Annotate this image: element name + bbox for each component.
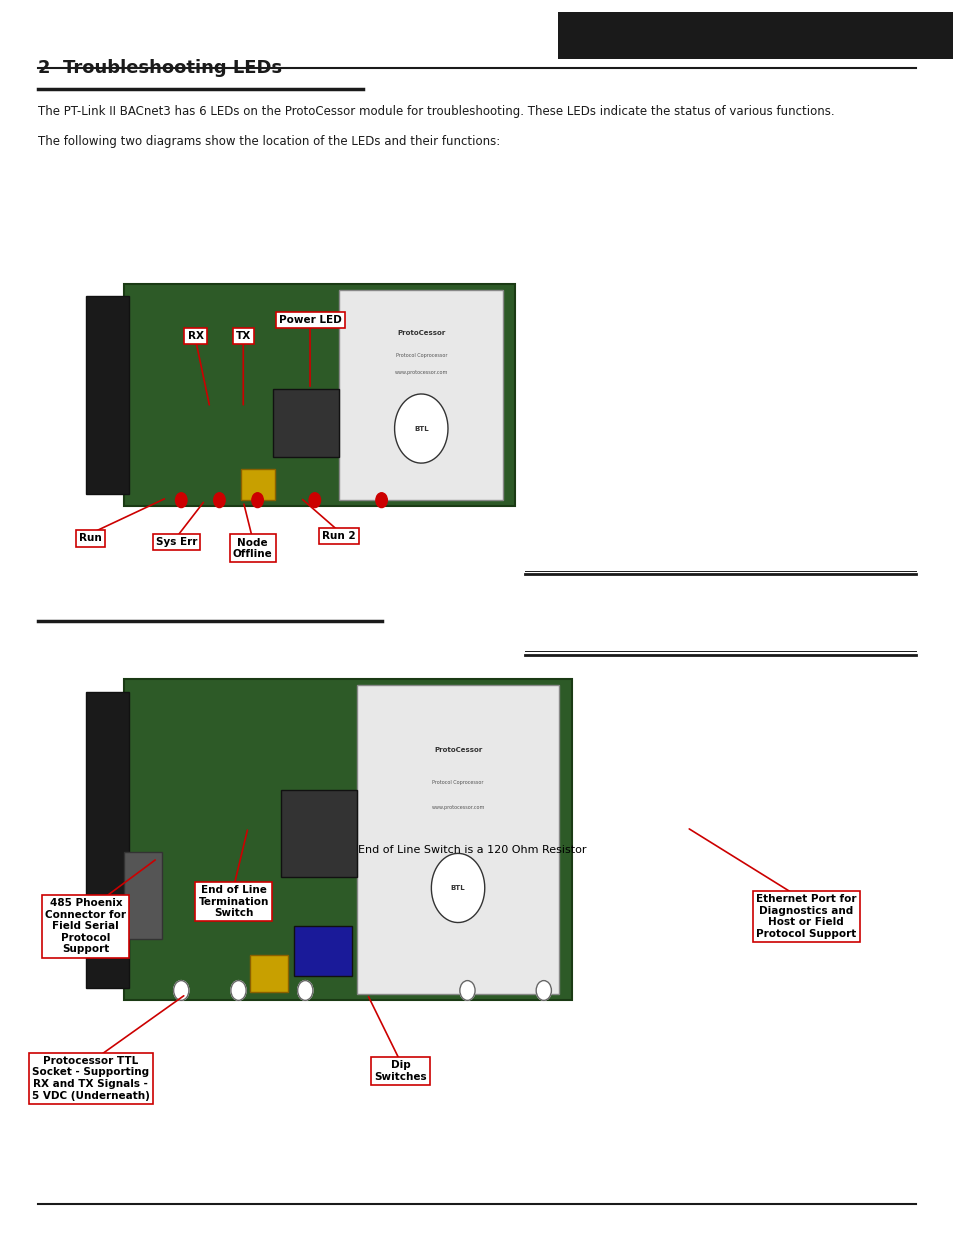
FancyBboxPatch shape (294, 926, 352, 976)
Circle shape (175, 493, 187, 508)
Text: www.protocessor.com: www.protocessor.com (431, 805, 484, 810)
FancyBboxPatch shape (124, 852, 162, 939)
FancyBboxPatch shape (558, 12, 953, 59)
Polygon shape (395, 394, 448, 463)
Circle shape (252, 493, 263, 508)
Text: End of Line
Termination
Switch: End of Line Termination Switch (198, 885, 269, 918)
Text: Protocol Coprocessor: Protocol Coprocessor (432, 779, 483, 784)
FancyBboxPatch shape (273, 389, 339, 457)
Text: BTL: BTL (414, 426, 428, 431)
Circle shape (459, 981, 475, 1000)
FancyBboxPatch shape (86, 692, 129, 988)
FancyBboxPatch shape (356, 685, 558, 994)
Circle shape (213, 493, 225, 508)
Text: Protocessor TTL
Socket - Supporting
RX and TX Signals -
5 VDC (Underneath): Protocessor TTL Socket - Supporting RX a… (31, 1056, 150, 1100)
Text: 485 Phoenix
Connector for
Field Serial
Protocol
Support: 485 Phoenix Connector for Field Serial P… (46, 898, 126, 955)
Text: ProtoCessor: ProtoCessor (434, 747, 481, 753)
Text: www.protocessor.com: www.protocessor.com (395, 370, 448, 375)
Text: Run: Run (79, 534, 102, 543)
Text: ProtoCessor: ProtoCessor (396, 330, 445, 336)
Text: Run 2: Run 2 (321, 531, 355, 541)
Text: Sys Err: Sys Err (155, 537, 197, 547)
Text: Ethernet Port for
Diagnostics and
Host or Field
Protocol Support: Ethernet Port for Diagnostics and Host o… (755, 894, 856, 939)
Circle shape (309, 493, 320, 508)
Text: The PT-Link II BACnet3 has 6 LEDs on the ProtoCessor module for troubleshooting.: The PT-Link II BACnet3 has 6 LEDs on the… (38, 105, 834, 148)
Circle shape (375, 493, 387, 508)
Text: Dip
Switches: Dip Switches (374, 1060, 427, 1082)
FancyBboxPatch shape (339, 290, 503, 500)
FancyBboxPatch shape (86, 296, 129, 494)
Text: Protocol Coprocessor: Protocol Coprocessor (395, 353, 447, 358)
FancyBboxPatch shape (124, 679, 572, 1000)
Text: BTL: BTL (450, 885, 465, 890)
Text: End of Line Switch is a 120 Ohm Resistor: End of Line Switch is a 120 Ohm Resistor (357, 845, 586, 855)
Circle shape (231, 981, 246, 1000)
Text: RX: RX (188, 331, 203, 341)
FancyBboxPatch shape (250, 955, 288, 992)
Text: Node
Offline: Node Offline (233, 537, 273, 559)
Circle shape (297, 981, 313, 1000)
Circle shape (536, 981, 551, 1000)
Polygon shape (431, 853, 484, 923)
FancyBboxPatch shape (241, 469, 274, 500)
Circle shape (173, 981, 189, 1000)
Text: Power LED: Power LED (278, 315, 341, 325)
Text: TX: TX (235, 331, 251, 341)
Text: 2  Troubleshooting LEDs: 2 Troubleshooting LEDs (38, 58, 282, 77)
FancyBboxPatch shape (280, 790, 356, 877)
FancyBboxPatch shape (124, 284, 515, 506)
